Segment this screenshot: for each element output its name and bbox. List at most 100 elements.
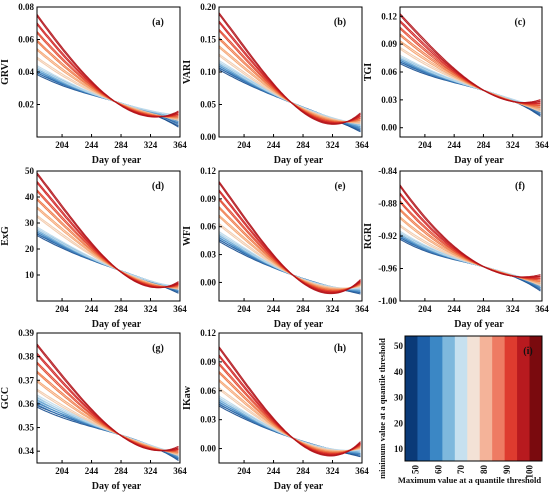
series-line xyxy=(37,394,179,454)
y-tick-label: 50 xyxy=(25,166,35,176)
series-group xyxy=(400,13,541,117)
x-tick-label: 364 xyxy=(355,304,369,314)
x-tick-label: 284 xyxy=(114,140,128,150)
x-tick-label: 244 xyxy=(85,304,99,314)
panel-vari: 204 244 284 324 364 0.00 0.05 0.10 0.15 0.20 Day o… xyxy=(182,2,369,166)
x-tick-label: 364 xyxy=(173,140,187,150)
series-line xyxy=(400,14,541,104)
y-tick-label: 0.06 xyxy=(200,222,216,232)
y-tick-label: 0.09 xyxy=(200,194,216,204)
x-tick-label: 324 xyxy=(506,140,520,150)
series-line xyxy=(219,181,361,295)
series-line xyxy=(219,399,361,453)
series-line xyxy=(37,226,179,288)
y-tick-label: 40 xyxy=(25,192,35,202)
y-tick-label: 0.38 xyxy=(18,352,34,362)
plot-frame xyxy=(36,332,181,464)
y-tick-label: 20 xyxy=(25,244,35,254)
series-line xyxy=(37,352,179,451)
x-tick-label: 70 xyxy=(456,465,466,475)
series-line xyxy=(37,24,179,118)
x-tick-label: 204 xyxy=(55,466,69,476)
x-tick-label: 324 xyxy=(144,466,158,476)
y-axis-label: TGI xyxy=(363,63,374,81)
y-tick-label: 0.34 xyxy=(18,446,34,456)
y-tick-label: 0.03 xyxy=(381,95,397,105)
x-tick-label: 204 xyxy=(237,140,251,150)
y-tick-label: 20 xyxy=(394,418,404,428)
y-tick-label: 0.03 xyxy=(200,250,216,260)
series-group xyxy=(37,343,179,461)
panel-ikaw: 204 244 284 324 364 0.00 0.03 0.06 0.09 0.12 Day o… xyxy=(182,328,369,492)
x-tick-label: 284 xyxy=(296,140,310,150)
y-tick-label: 0.10 xyxy=(200,67,216,77)
series-line xyxy=(37,66,179,117)
x-tick-label: 284 xyxy=(477,304,491,314)
series-line xyxy=(37,216,179,290)
series-line xyxy=(219,346,361,457)
x-tick-label: 244 xyxy=(447,304,461,314)
panel-label: (h) xyxy=(334,343,346,354)
x-tick-label: 50 xyxy=(410,465,420,475)
series-line xyxy=(219,214,361,290)
y-tick-label: 0.15 xyxy=(200,35,216,45)
x-tick-label: 204 xyxy=(418,304,432,314)
y-tick-label: 50 xyxy=(394,341,404,351)
panel-label: (f) xyxy=(515,181,525,192)
heatmap-cell xyxy=(442,336,456,461)
x-tick-label: 284 xyxy=(296,466,310,476)
series-line xyxy=(400,184,541,278)
series-group xyxy=(219,12,361,133)
x-tick-label: 364 xyxy=(535,140,549,150)
y-tick-label: -0.84 xyxy=(378,166,397,176)
y-tick-label: 0.09 xyxy=(381,39,397,49)
y-tick-label: 0.39 xyxy=(18,328,34,338)
x-tick-label: 60 xyxy=(433,465,443,475)
panel-label: (g) xyxy=(152,343,164,354)
plot-frame xyxy=(218,332,363,464)
panel-label: (i) xyxy=(523,346,532,357)
panel-exg: 204 244 284 324 364 10 20 30 40 50 Day of year ExG (… xyxy=(0,166,187,330)
y-axis-label: IKaw xyxy=(182,385,193,410)
y-axis-label: RGRI xyxy=(363,223,374,249)
series-line xyxy=(219,22,361,124)
series-line xyxy=(219,234,361,291)
panel-gcc: 204 244 284 324 364 0.34 0.35 0.36 0.37 0.38 0.39 D… xyxy=(0,328,187,492)
y-tick-label: 0.05 xyxy=(200,100,216,110)
y-tick-label: -1.00 xyxy=(378,296,397,306)
x-tick-label: 364 xyxy=(173,304,187,314)
panel-grvi: 204 244 284 324 364 0.02 0.04 0.06 0.08 Day of ye… xyxy=(0,2,187,166)
series-line xyxy=(37,406,179,461)
x-tick-label: 244 xyxy=(267,304,281,314)
series-line xyxy=(219,12,361,125)
panel-label: (d) xyxy=(152,181,164,192)
y-tick-label: 0.36 xyxy=(18,399,34,409)
x-tick-label: 244 xyxy=(267,466,281,476)
y-tick-label: 30 xyxy=(25,218,35,228)
heatmap-cell xyxy=(517,336,531,461)
series-line xyxy=(219,20,361,124)
y-axis-label: WFI xyxy=(182,226,193,246)
x-tick-label: 80 xyxy=(479,465,489,475)
panel-label: (e) xyxy=(334,181,345,192)
x-tick-label: 324 xyxy=(144,304,158,314)
x-axis-label: Day of year xyxy=(274,155,324,166)
x-tick-label: 244 xyxy=(447,140,461,150)
x-tick-label: 324 xyxy=(506,304,520,314)
series-group xyxy=(37,13,179,128)
x-axis-label: Day of year xyxy=(92,155,142,166)
x-tick-label: 244 xyxy=(85,140,99,150)
panel-rgri: 204 244 284 324 364 -1.00 -0.96 -0.92 -0.88 -0.84… xyxy=(363,166,549,330)
y-tick-label: 0.03 xyxy=(200,415,216,425)
y-axis-label: ExG xyxy=(0,226,11,246)
y-tick-label: 0.09 xyxy=(200,357,216,367)
heatmap-cell xyxy=(504,336,518,461)
panel-label: (b) xyxy=(334,17,346,28)
y-axis-label: GRVI xyxy=(0,59,11,85)
series-line xyxy=(37,388,179,455)
series-line xyxy=(219,182,361,294)
x-tick-label: 284 xyxy=(477,140,491,150)
y-tick-label: -0.88 xyxy=(378,199,397,209)
heatmap-cell xyxy=(492,336,506,461)
y-tick-label: 0.06 xyxy=(200,386,216,396)
